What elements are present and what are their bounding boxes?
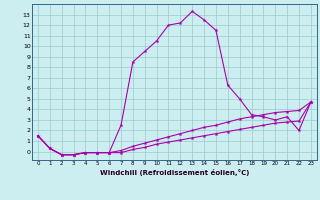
X-axis label: Windchill (Refroidissement éolien,°C): Windchill (Refroidissement éolien,°C)	[100, 169, 249, 176]
